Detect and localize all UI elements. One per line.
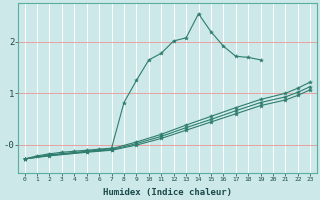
X-axis label: Humidex (Indice chaleur): Humidex (Indice chaleur) <box>103 188 232 197</box>
